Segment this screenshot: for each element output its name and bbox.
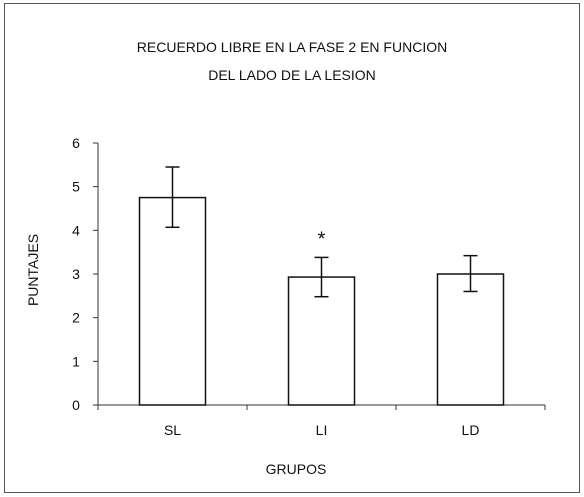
y-tick-label: 4 xyxy=(72,222,80,238)
y-tick-label: 6 xyxy=(72,135,80,151)
x-tick-label-ld: LD xyxy=(462,422,480,438)
y-axis: 0 1 2 3 4 5 6 xyxy=(72,135,99,413)
error-bar-li xyxy=(314,256,329,298)
annotations: * xyxy=(318,228,326,250)
y-axis-label: PUNTAJES xyxy=(25,234,41,306)
y-tick-label: 5 xyxy=(72,179,80,195)
bar-ld xyxy=(436,273,505,406)
x-tick-label-li: LI xyxy=(316,422,328,438)
y-tick-label: 3 xyxy=(72,266,80,282)
significance-annotation: * xyxy=(318,228,326,250)
error-bar-sl xyxy=(165,166,180,229)
error-bar-ld xyxy=(463,254,478,293)
chart-title-line-2: DEL LADO DE LA LESION xyxy=(208,67,376,83)
y-tick-label: 0 xyxy=(72,397,80,413)
x-tick-label-sl: SL xyxy=(164,422,181,438)
x-axis: SL LI LD xyxy=(97,404,546,438)
bars xyxy=(138,196,505,406)
bar-sl xyxy=(138,196,207,406)
chart-title-line-1: RECUERDO LIBRE EN LA FASE 2 EN FUNCION xyxy=(137,39,447,55)
bar-li xyxy=(287,276,356,406)
x-axis-label: GRUPOS xyxy=(266,461,327,477)
chart-frame xyxy=(4,3,580,493)
y-tick-label: 2 xyxy=(72,310,80,326)
error-bars xyxy=(165,166,478,298)
y-tick-label: 1 xyxy=(72,353,80,369)
